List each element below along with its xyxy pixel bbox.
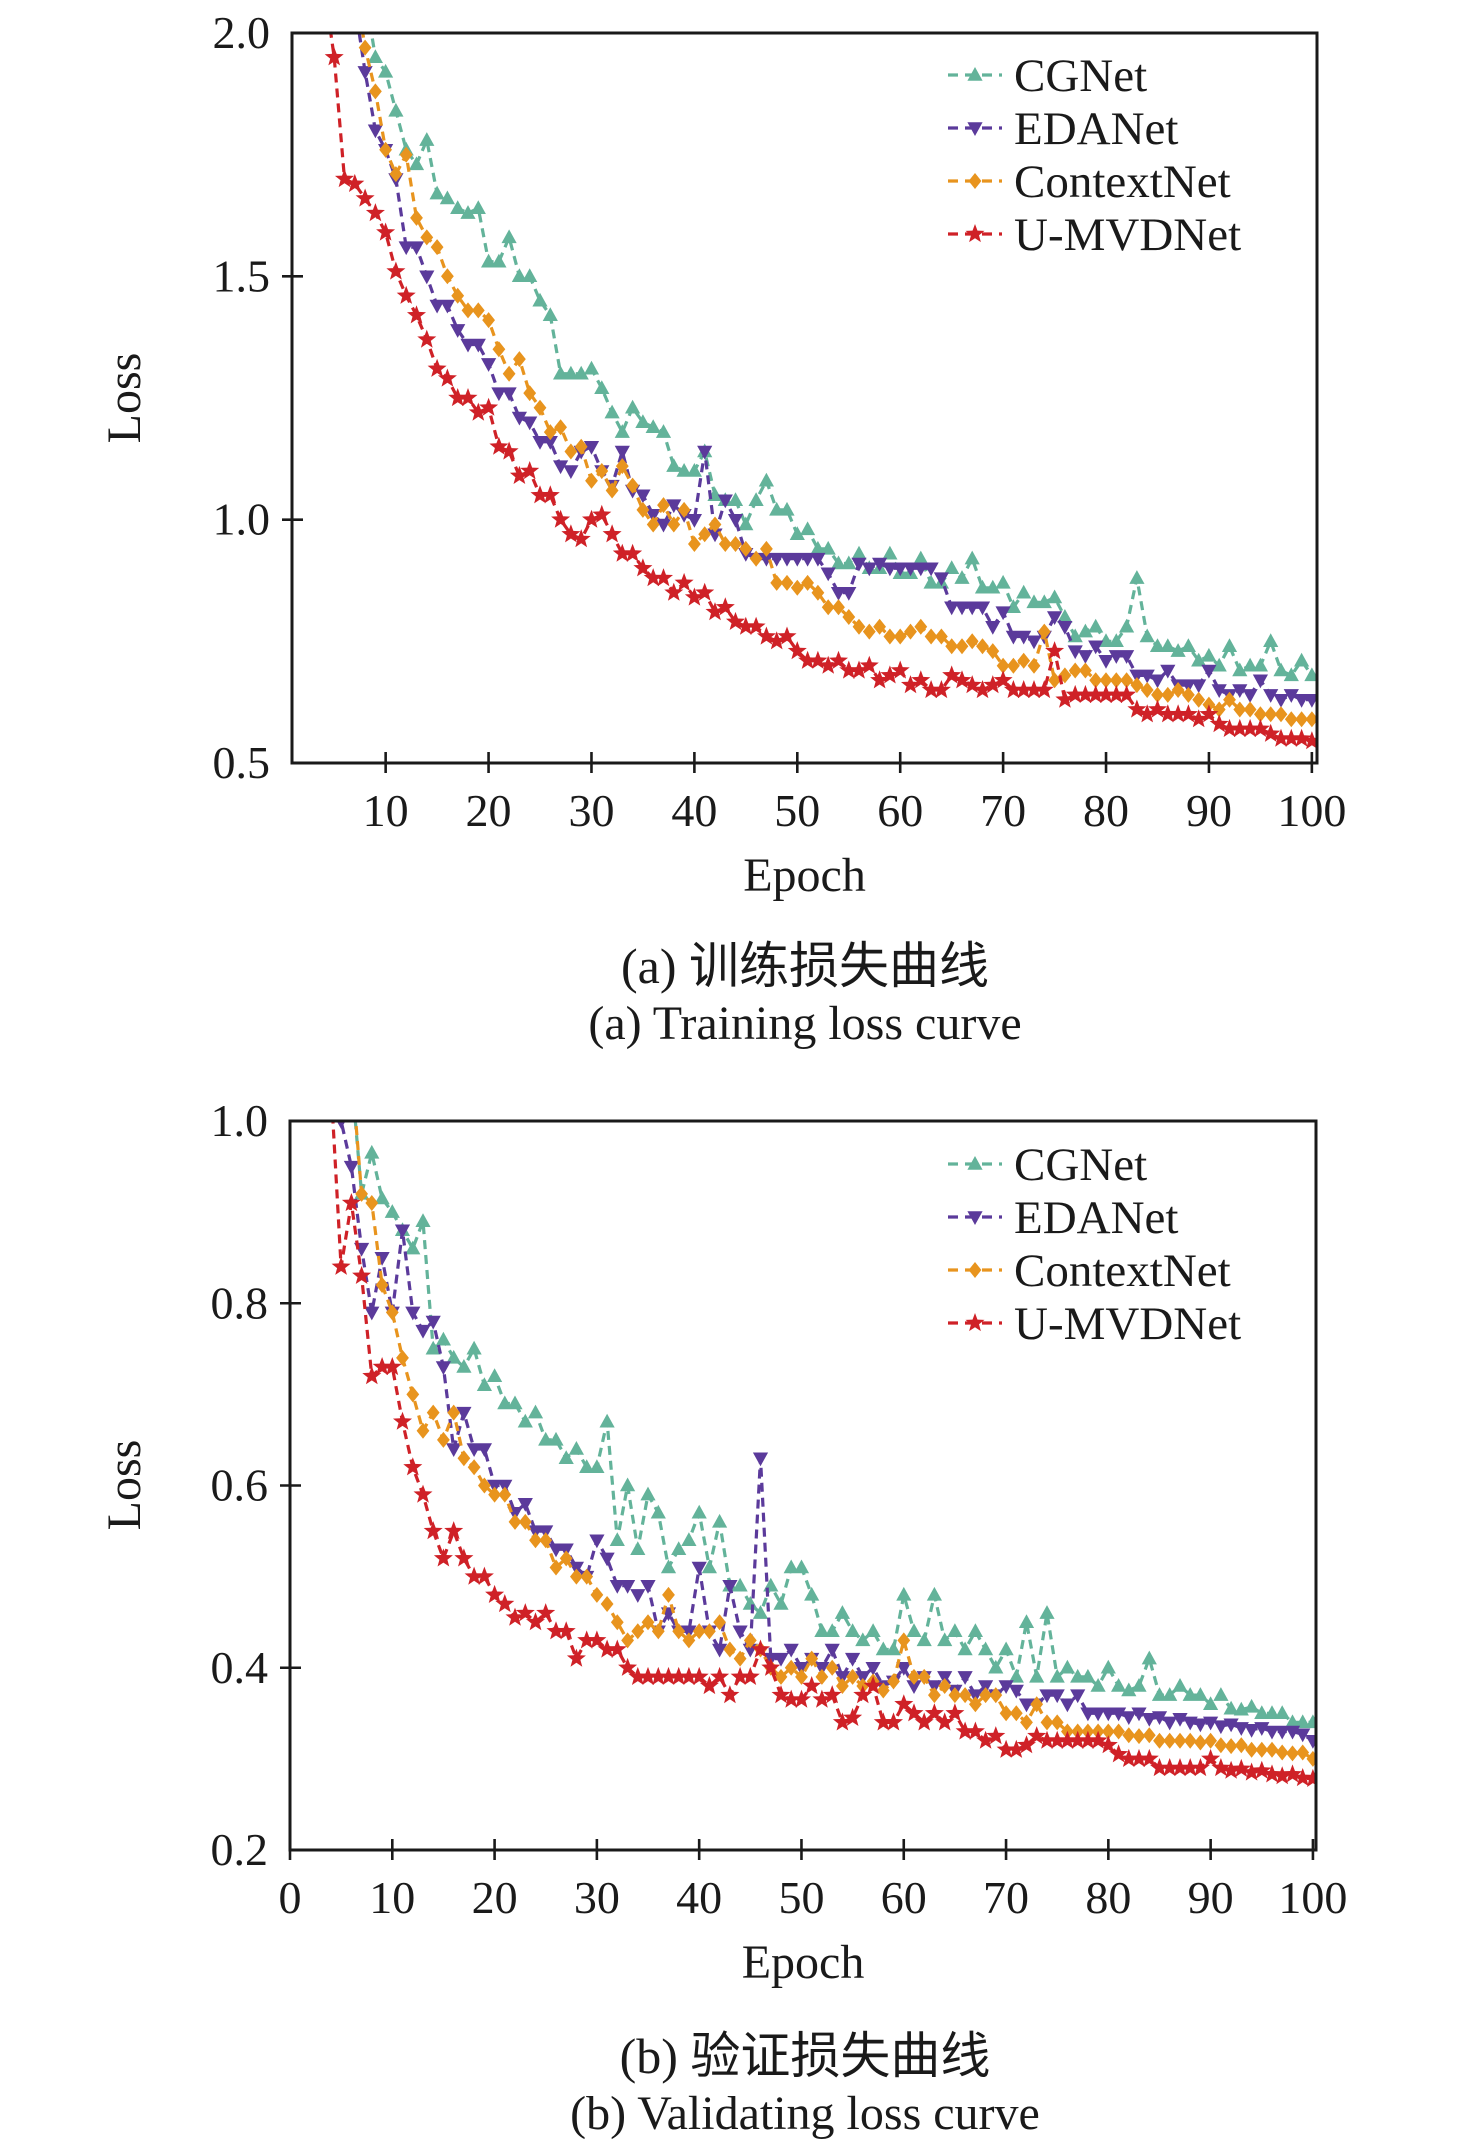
series-U-MVDNet (324, 33, 1317, 750)
x-tick-label: 30 (574, 1872, 620, 1923)
y-tick-label: 0.2 (211, 1824, 269, 1875)
legend-label-ContextNet: ContextNet (1014, 156, 1231, 208)
legend-label-U-MVDNet: U-MVDNet (1014, 1298, 1241, 1350)
series-CGNet (367, 33, 1317, 682)
x-tick-label: 70 (983, 1872, 1029, 1923)
legend-label-EDANet: EDANet (1014, 103, 1178, 155)
y-tick-label: 0.4 (211, 1642, 269, 1693)
series-ContextNet (358, 33, 1317, 728)
x-tick-label: 30 (568, 785, 614, 836)
y-tick-label: 0.5 (213, 737, 271, 788)
x-tick-label: 60 (881, 1872, 927, 1923)
x-tick-label: 50 (778, 1872, 824, 1923)
x-tick-label: 90 (1188, 1872, 1234, 1923)
legend-marker-EDANet (967, 1211, 983, 1225)
x-tick-label: 40 (676, 1872, 722, 1923)
x-tick-label: 10 (369, 1872, 415, 1923)
x-tick-label: 80 (1083, 785, 1129, 836)
series-line-EDANet (339, 1121, 1314, 1743)
y-tick-label: 0.6 (211, 1460, 269, 1511)
legend-marker-U-MVDNet (965, 224, 985, 243)
legend-marker-CGNet (967, 1156, 983, 1170)
x-tick-label: 100 (1277, 785, 1346, 836)
legend-label-ContextNet: ContextNet (1014, 1245, 1231, 1297)
legend-label-U-MVDNet: U-MVDNet (1014, 209, 1241, 261)
x-axis-label: Epoch (742, 1936, 865, 1989)
chart-training-loss: 10 20 30 40 50 60 70 80 90 100 0.5 1.0 1.5 2.0 Epoch Lo… (98, 7, 1346, 902)
legend-marker-CGNet (967, 67, 983, 81)
series-EDANet (357, 33, 1317, 708)
series-layer (324, 33, 1317, 750)
x-tick-label: 0 (279, 1872, 302, 1923)
y-axis-label: Loss (98, 1440, 151, 1531)
legend-marker-ContextNet (968, 1262, 982, 1278)
caption-b-zh: (b) 验证损失曲线 (619, 2028, 991, 2084)
x-tick-label: 80 (1085, 1872, 1131, 1923)
plot-border (290, 31, 1319, 765)
caption-a-en: (a) Training loss curve (588, 997, 1022, 1050)
y-tick-label: 2.0 (213, 7, 271, 58)
x-tick-label: 40 (671, 785, 717, 836)
x-tick-label: 10 (363, 785, 409, 836)
legend-marker-EDANet (967, 122, 983, 136)
chart-validating-loss: 0 10 20 30 40 50 60 70 80 90 100 0.2 0.4 0.6 0.8 1.0 Epo… (98, 1095, 1347, 1989)
y-tick-label: 1.5 (213, 250, 271, 301)
y-tick-label: 1.0 (211, 1095, 269, 1146)
caption-b-en: (b) Validating loss curve (570, 2087, 1040, 2140)
series-markers-CGNet (354, 1144, 1316, 1729)
x-tick-label: 50 (774, 785, 820, 836)
series-layer (331, 1121, 1316, 1787)
legend-label-CGNet: CGNet (1014, 1139, 1147, 1191)
series-line-CGNet (369, 33, 1314, 677)
y-tick-label: 1.0 (213, 494, 271, 545)
caption-a-zh: (a) 训练损失曲线 (621, 938, 989, 994)
x-tick-label: 20 (472, 1872, 518, 1923)
series-U-MVDNet (331, 1121, 1316, 1787)
x-tick-label: 70 (980, 785, 1026, 836)
y-axis-label: Loss (98, 353, 151, 444)
series-ContextNet (354, 1121, 1316, 1767)
y-tick-label: 0.8 (211, 1277, 269, 1328)
x-tick-label: 100 (1278, 1872, 1347, 1923)
legend-label-CGNet: CGNet (1014, 50, 1147, 102)
legend-marker-U-MVDNet (965, 1313, 985, 1332)
x-tick-label: 20 (466, 785, 512, 836)
legend-label-EDANet: EDANet (1014, 1192, 1178, 1244)
legend-marker-ContextNet (968, 173, 982, 189)
x-tick-label: 90 (1186, 785, 1232, 836)
series-CGNet (353, 1121, 1316, 1729)
x-tick-label: 60 (877, 785, 923, 836)
x-axis-label: Epoch (743, 849, 866, 902)
series-EDANet (336, 1121, 1316, 1749)
